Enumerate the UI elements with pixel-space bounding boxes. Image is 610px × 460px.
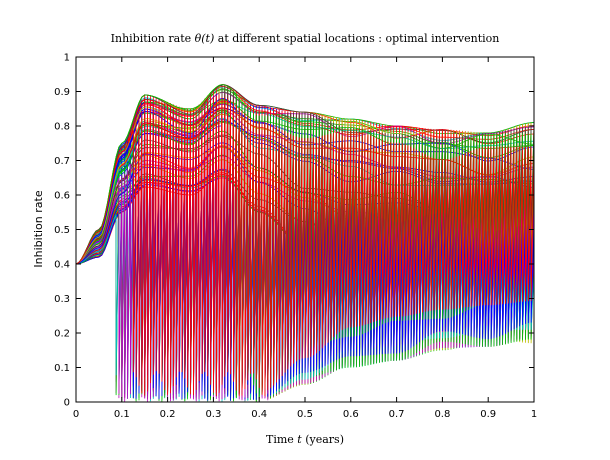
series-line <box>75 84 535 389</box>
series-line <box>75 97 535 397</box>
x-axis-label: Time t (years) <box>266 433 344 446</box>
y-tick-label: 0.8 <box>54 122 70 133</box>
y-tick-label: 0.9 <box>54 87 70 98</box>
x-tick-label: 0.5 <box>297 409 313 420</box>
x-axis-ticks: 0 0.1 0.2 0.3 0.4 0.5 0.6 0.7 0.8 0.9 1 <box>73 57 537 420</box>
x-tick-label: 0.4 <box>251 409 267 420</box>
x-tick-label: 0 <box>73 409 79 420</box>
plot-lines <box>75 84 535 403</box>
y-tick-label: 1 <box>64 53 70 64</box>
x-tick-label: 0.7 <box>389 409 405 420</box>
y-axis-ticks: 0 0.1 0.2 0.3 0.4 0.5 0.6 0.7 0.8 0.9 1 <box>54 53 534 409</box>
y-tick-label: 0.1 <box>54 363 70 374</box>
y-tick-label: 0 <box>64 398 70 409</box>
x-tick-label: 0.8 <box>434 409 450 420</box>
y-tick-label: 0.3 <box>54 294 70 305</box>
x-tick-label: 1 <box>531 409 537 420</box>
y-axis-label: Inhibition rate <box>32 190 45 267</box>
y-tick-label: 0.7 <box>54 156 70 167</box>
y-tick-label: 0.5 <box>54 225 70 236</box>
y-tick-label: 0.6 <box>54 191 70 202</box>
x-tick-label: 0.1 <box>114 409 130 420</box>
x-tick-label: 0.2 <box>160 409 176 420</box>
x-tick-label: 0.6 <box>343 409 359 420</box>
y-tick-label: 0.2 <box>54 329 70 340</box>
y-tick-label: 0.4 <box>54 260 70 271</box>
x-tick-label: 0.9 <box>480 409 496 420</box>
x-tick-label: 0.3 <box>205 409 221 420</box>
chart-title: Inhibition rate θ(t) at different spatia… <box>111 32 500 45</box>
